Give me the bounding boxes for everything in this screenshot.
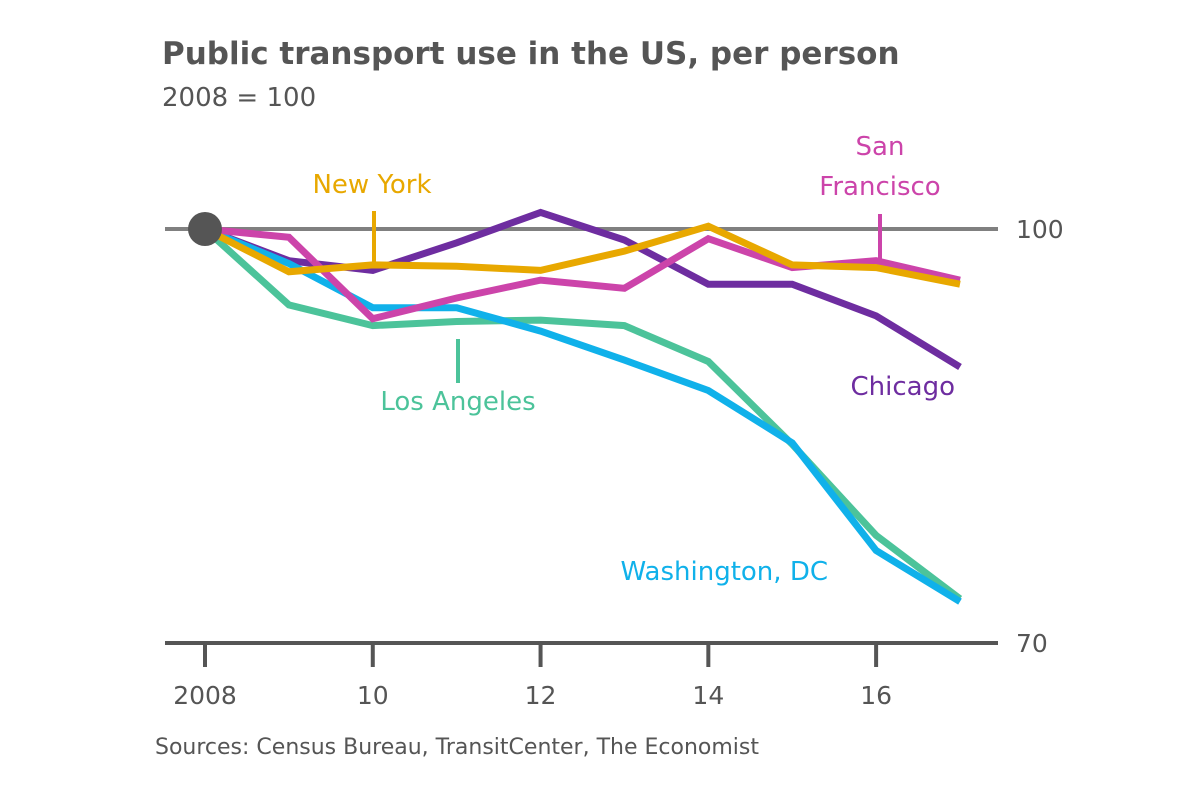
x-tick-label: 2008 [173,681,237,710]
series-layer [188,208,963,605]
y-tick-label: 70 [1016,629,1048,658]
x-tick-label: 14 [692,681,724,710]
series-line-new-york [203,222,961,288]
chart-title: Public transport use in the US, per pers… [162,36,900,72]
labels-layer: New York San Francisco Chicago Los Angeles Wa… [312,132,955,587]
series-line-washington-dc [203,225,962,605]
start-point-marker [188,212,222,246]
source-note: Sources: Census Bureau, TransitCenter, T… [155,735,759,760]
x-tick-label: 16 [860,681,892,710]
axes: 2008 10 12 14 16 70 100 [165,215,1064,710]
y-tick-label: 100 [1016,215,1064,244]
series-label-los-angeles: Los Angeles [380,387,535,417]
chart-subtitle: 2008 = 100 [162,83,316,113]
series-line-los-angeles [202,226,963,602]
series-label-new-york: New York [312,170,431,200]
x-tick-label: 10 [357,681,389,710]
series-label-san-francisco: San Francisco [819,132,940,202]
x-tick-label: 12 [525,681,557,710]
series-label-washington-dc: Washington, DC [621,557,829,587]
series-label-chicago: Chicago [851,372,956,402]
